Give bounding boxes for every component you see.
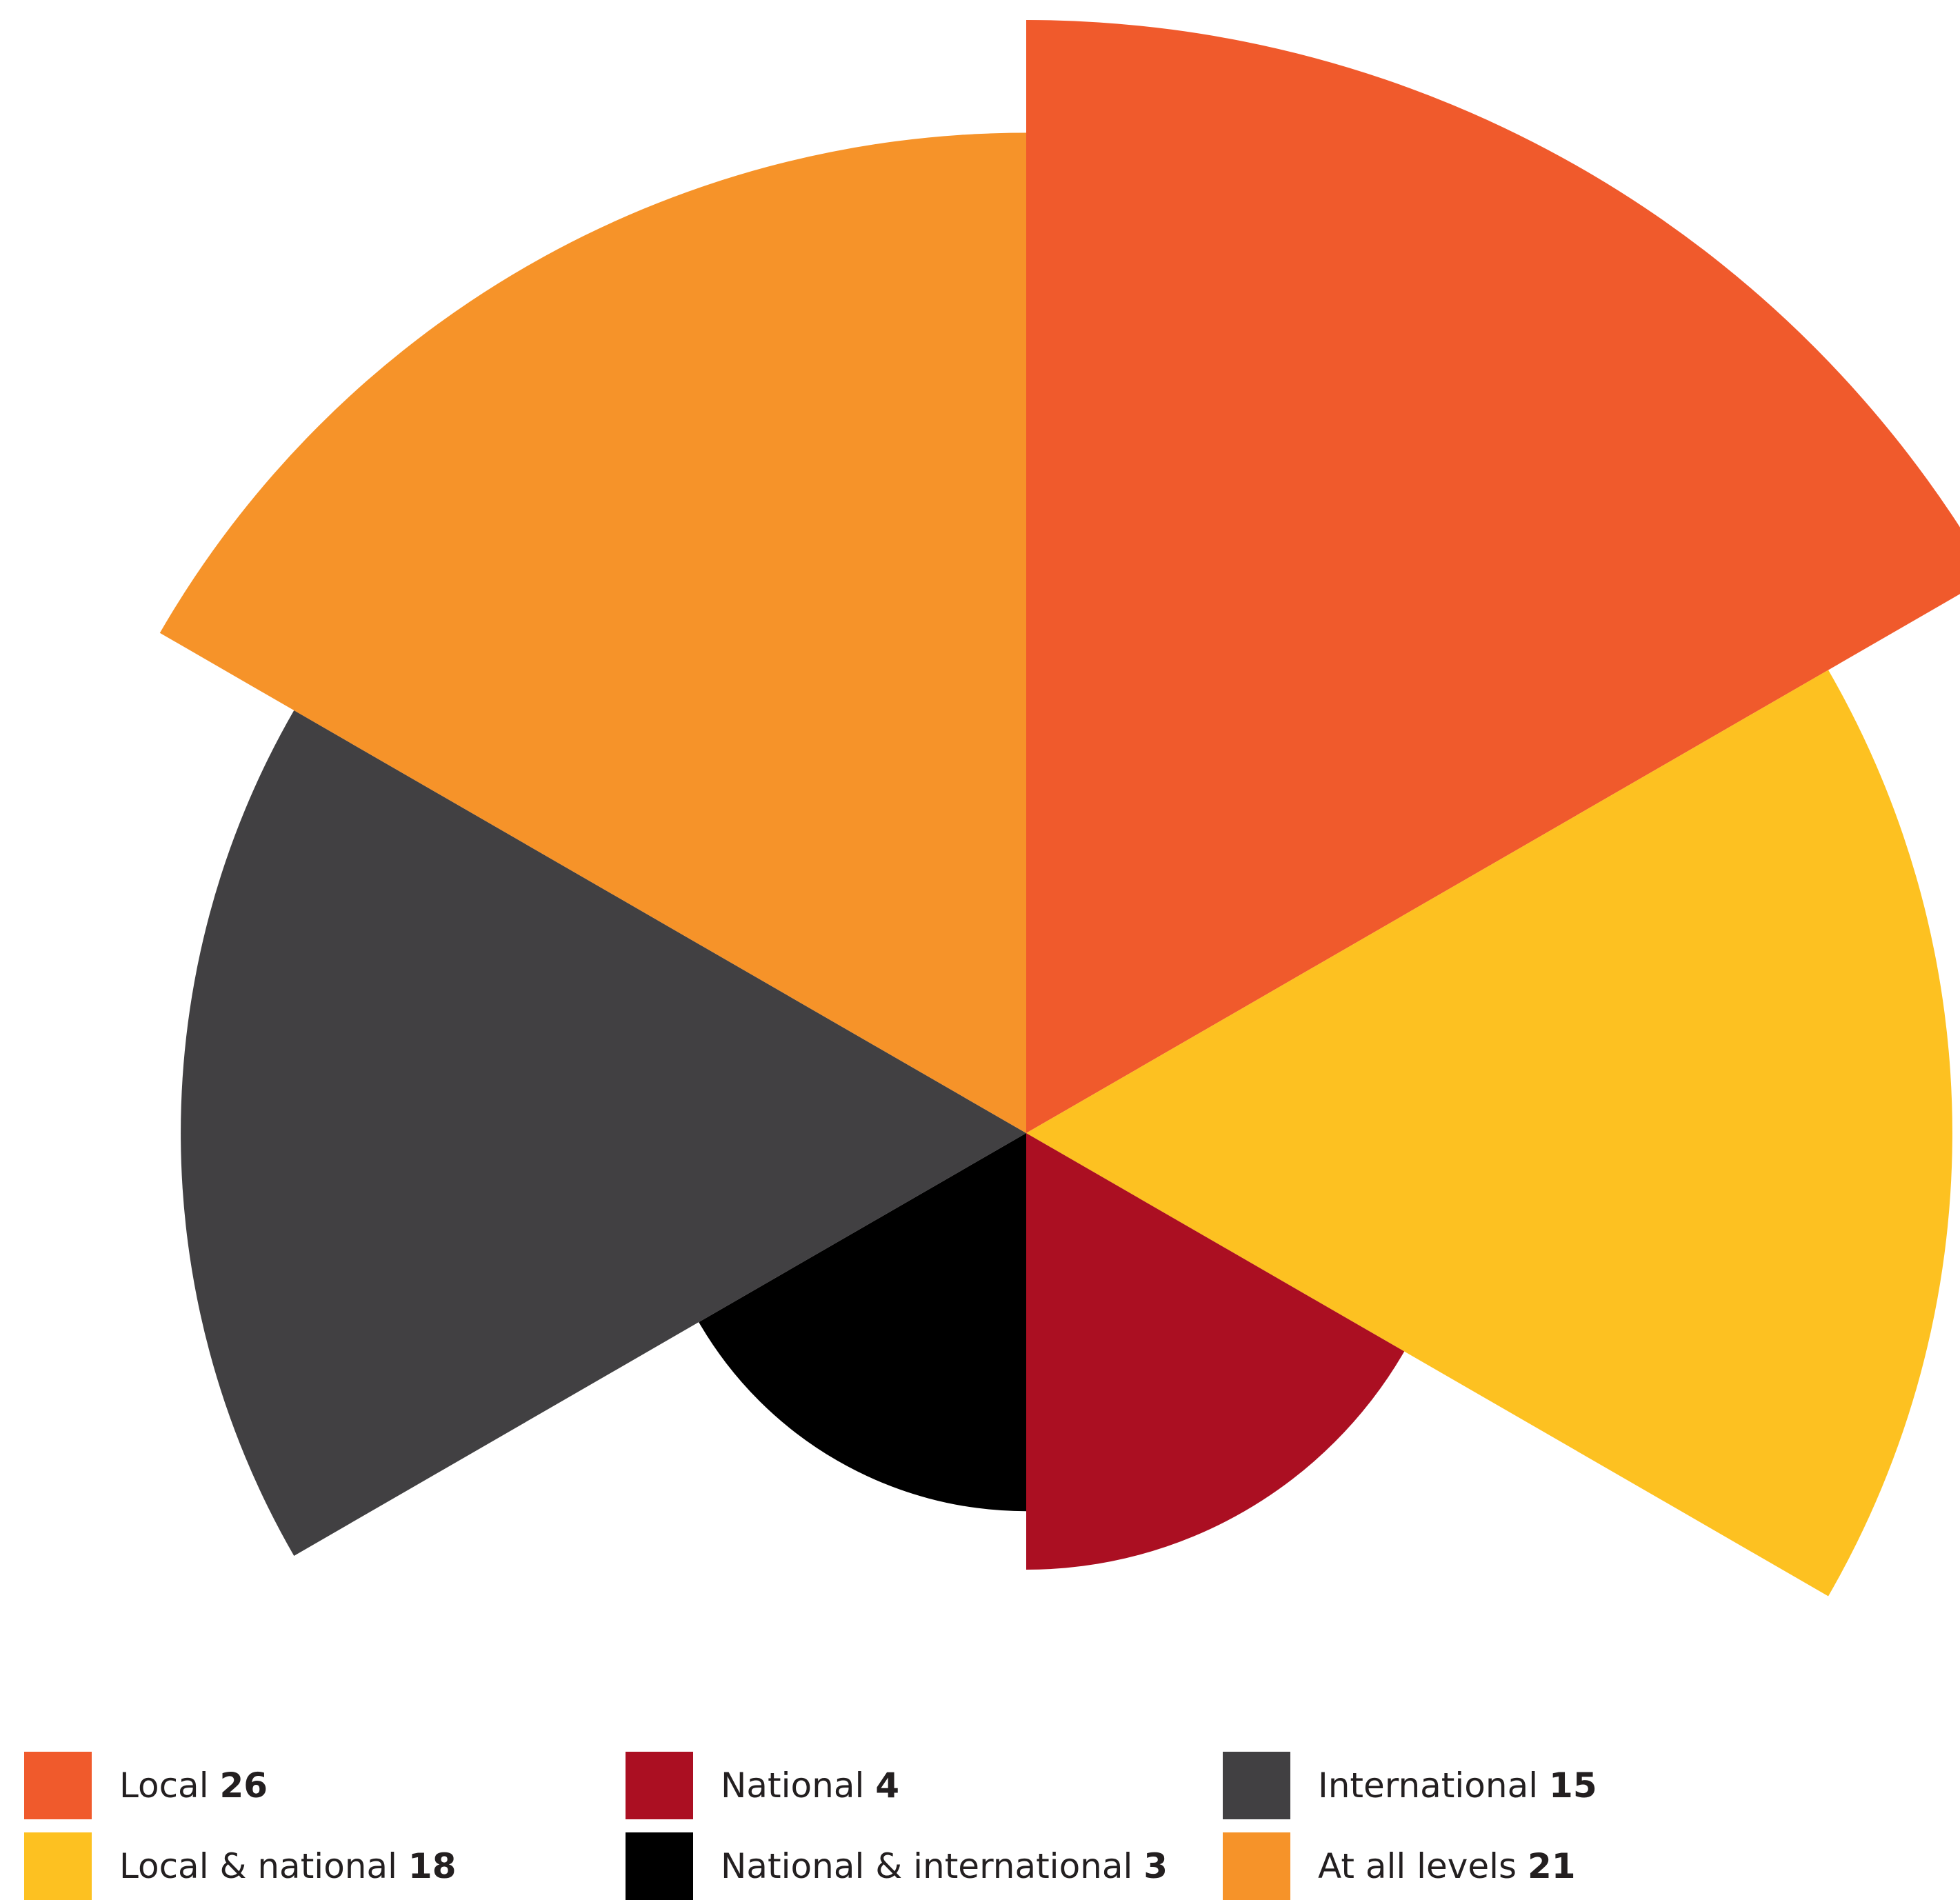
legend-label-local: Local 26 xyxy=(119,1766,268,1806)
legend-item-national: National 4 xyxy=(626,1752,899,1819)
legend-value: 15 xyxy=(1549,1766,1597,1806)
legend-label-national: National 4 xyxy=(721,1766,899,1806)
legend-name: National xyxy=(721,1766,865,1806)
legend-item-local: Local 26 xyxy=(24,1752,268,1819)
legend-swatch-local-and-national xyxy=(24,1832,92,1900)
legend-item-international: International 15 xyxy=(1223,1752,1597,1819)
wedge-local xyxy=(1026,20,1960,1133)
legend-value: 26 xyxy=(219,1766,268,1806)
legend-label-at-all-levels: At all levels 21 xyxy=(1318,1846,1576,1886)
legend-swatch-international xyxy=(1223,1752,1290,1819)
wedge-international xyxy=(181,710,1027,1556)
chart-wedges xyxy=(159,20,1960,1597)
legend-value: 21 xyxy=(1528,1846,1576,1886)
wedge-national-and-international xyxy=(699,1133,1026,1512)
legend-name: Local & national xyxy=(119,1846,398,1886)
legend-swatch-local xyxy=(24,1752,92,1819)
legend-swatch-national-and-international xyxy=(626,1832,693,1900)
legend-name: At all levels xyxy=(1318,1846,1517,1886)
wedge-at-all-levels xyxy=(159,132,1026,1134)
legend-swatch-national xyxy=(626,1752,693,1819)
legend-name: National & international xyxy=(721,1846,1133,1886)
legend-label-international: International 15 xyxy=(1318,1766,1597,1806)
legend-name: Local xyxy=(119,1766,209,1806)
legend: Local 26 National 4 International 15 Loc… xyxy=(0,1752,1960,1900)
legend-item-local-and-national: Local & national 18 xyxy=(24,1832,457,1900)
legend-value: 18 xyxy=(408,1846,457,1886)
legend-name: International xyxy=(1318,1766,1539,1806)
legend-value: 3 xyxy=(1143,1846,1168,1886)
wedge-local-and-national xyxy=(1026,670,1952,1597)
legend-swatch-at-all-levels xyxy=(1223,1832,1290,1900)
wedge-national xyxy=(1026,1133,1405,1570)
legend-label-national-and-international: National & international 3 xyxy=(721,1846,1168,1886)
legend-value: 4 xyxy=(875,1766,900,1806)
legend-item-national-and-international: National & international 3 xyxy=(626,1832,1168,1900)
legend-item-at-all-levels: At all levels 21 xyxy=(1223,1832,1576,1900)
legend-label-local-and-national: Local & national 18 xyxy=(119,1846,457,1886)
